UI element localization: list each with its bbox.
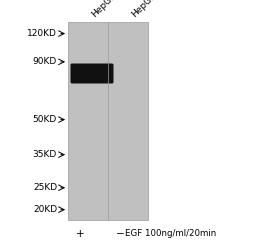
Text: 35KD: 35KD: [33, 150, 57, 159]
FancyBboxPatch shape: [70, 64, 113, 84]
Text: −: −: [116, 229, 124, 239]
Text: HepG2: HepG2: [130, 0, 158, 19]
Text: 25KD: 25KD: [33, 183, 57, 192]
Bar: [68, 22, 148, 220]
Text: +: +: [76, 229, 84, 239]
Text: 50KD: 50KD: [33, 115, 57, 124]
Text: EGF 100ng/ml/20min: EGF 100ng/ml/20min: [125, 230, 216, 238]
Text: 20KD: 20KD: [33, 205, 57, 214]
Text: 120KD: 120KD: [27, 29, 57, 38]
Text: HepG2: HepG2: [90, 0, 118, 19]
Text: 90KD: 90KD: [33, 57, 57, 66]
